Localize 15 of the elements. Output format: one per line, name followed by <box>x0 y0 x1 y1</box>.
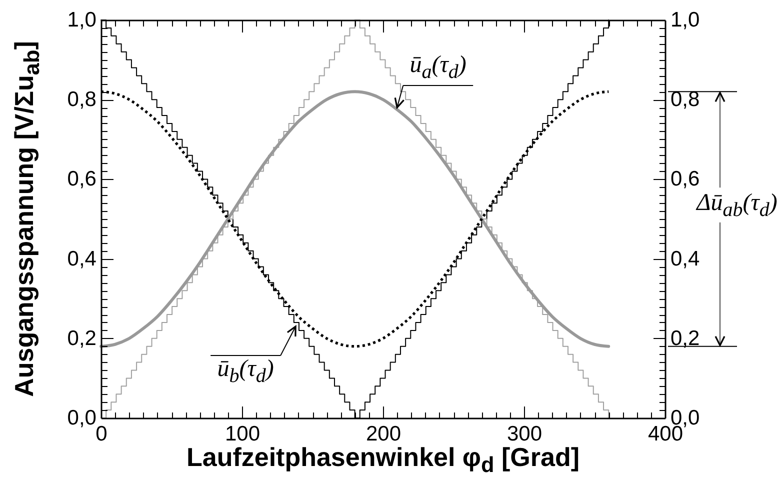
y2-tick-label: 0,4 <box>670 247 700 270</box>
y-tick-label: 0,0 <box>67 406 96 430</box>
y2-tick-label: 0,2 <box>670 326 700 350</box>
annotation: ū$_{b}$(τ$_{d}$) <box>217 356 274 388</box>
y-tick-label: 0,2 <box>67 326 96 350</box>
annotation: ū$_{a}$(τ$_{d}$) <box>410 52 466 83</box>
y2-tick-label: 0,6 <box>670 168 700 191</box>
y-tick-label: 1,0 <box>67 8 96 32</box>
y2-tick-label: 1,0 <box>670 8 700 32</box>
text: Δū$_{ab}$(τ$_{d}$) <box>696 190 778 220</box>
y-tick-label: 0,4 <box>67 247 97 270</box>
y-tick-label: 0,8 <box>67 88 96 112</box>
y2-tick-label: 0,8 <box>670 88 700 112</box>
x-tick-label: 0 <box>96 422 108 446</box>
y-tick-label: 0,6 <box>67 168 96 191</box>
